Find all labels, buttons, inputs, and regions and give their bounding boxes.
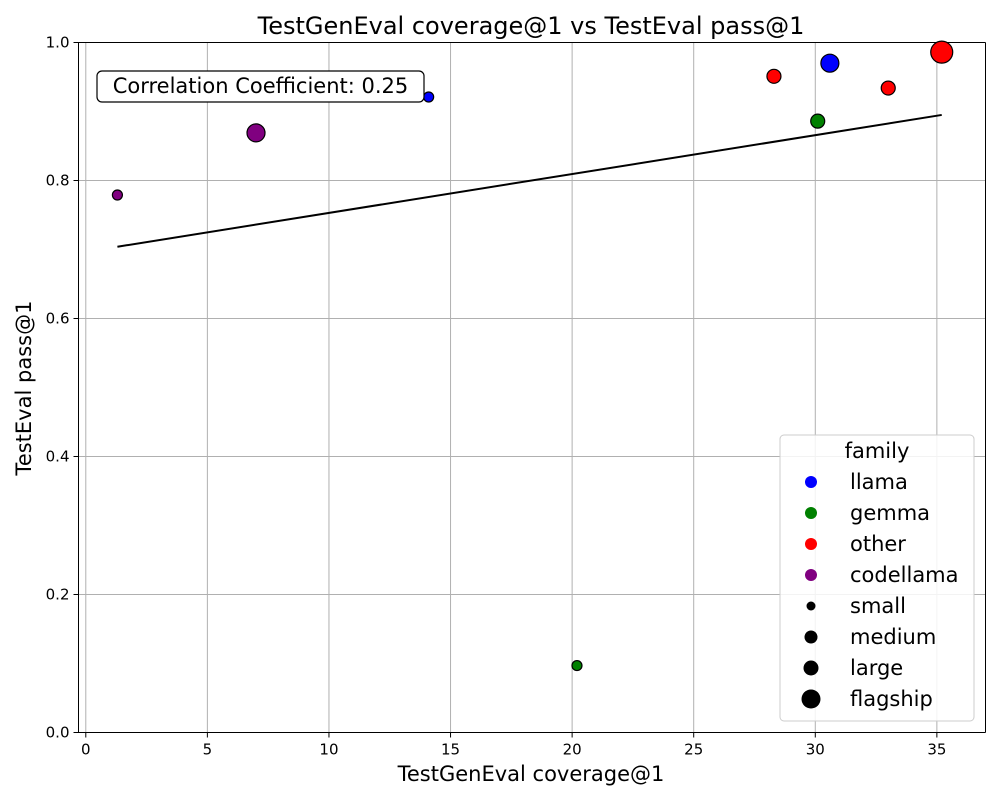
x-tick-label: 25 <box>684 741 703 759</box>
legend-marker-flagship <box>801 689 821 709</box>
annotation-text: Correlation Coefficient: 0.25 <box>113 74 409 98</box>
x-tick-label: 0 <box>81 741 91 759</box>
legend-marker-other <box>805 538 817 550</box>
x-tick-label: 5 <box>203 741 213 759</box>
legend-marker-large <box>803 660 819 676</box>
data-point-other <box>766 68 782 84</box>
axis-ticks: 0 5 10 15 20 25 30 35 0.0 0.2 0.4 0.6 0.8 1.0 <box>46 34 947 759</box>
trendline <box>117 113 942 248</box>
x-tick-label: 30 <box>806 741 825 759</box>
x-tick-label: 35 <box>927 741 946 759</box>
legend-marker-medium <box>804 630 818 644</box>
legend-label-flagship: flagship <box>850 687 933 711</box>
y-tick-label: 0.6 <box>46 310 70 328</box>
legend-label-large: large <box>850 656 903 680</box>
y-tick-label: 1.0 <box>46 34 70 52</box>
legend-marker-llama <box>805 476 817 488</box>
x-tick-label: 10 <box>319 741 338 759</box>
x-tick-label: 20 <box>563 741 582 759</box>
data-point-codellama <box>111 189 124 201</box>
data-point-gemma <box>571 659 583 672</box>
data-point-llama <box>820 53 840 73</box>
legend-label-gemma: gemma <box>850 501 930 525</box>
y-tick-label: 0.8 <box>46 172 70 190</box>
legend-label-codellama: codellama <box>850 563 959 587</box>
data-points <box>111 40 954 672</box>
data-point-other <box>930 40 954 64</box>
correlation-annotation: Correlation Coefficient: 0.25 <box>96 70 425 103</box>
legend-label-small: small <box>850 594 906 618</box>
legend-label-llama: llama <box>850 470 908 494</box>
legend-box <box>779 434 975 722</box>
legend: family llama gemma other codellama small medi… <box>779 434 975 722</box>
legend-title: family <box>845 439 910 463</box>
y-tick-label: 0.2 <box>46 586 70 604</box>
x-axis-label: TestGenEval coverage@1 <box>397 762 665 786</box>
x-tick-label: 15 <box>441 741 460 759</box>
legend-label-other: other <box>850 532 906 556</box>
y-tick-label: 0.0 <box>46 724 70 742</box>
data-point-codellama <box>246 123 266 143</box>
annotation-box <box>96 70 425 103</box>
data-point-gemma <box>810 113 826 129</box>
legend-marker-gemma <box>805 507 817 519</box>
data-point-other <box>880 80 896 96</box>
data-point-llama <box>423 91 435 103</box>
y-tick-label: 0.4 <box>46 448 70 466</box>
chart-title: TestGenEval coverage@1 vs TestEval pass@… <box>257 12 805 40</box>
trendline-group <box>117 113 942 248</box>
legend-marker-codellama <box>805 569 817 581</box>
legend-marker-small <box>806 601 816 611</box>
legend-label-medium: medium <box>850 625 936 649</box>
y-axis-label: TestEval pass@1 <box>12 301 36 477</box>
